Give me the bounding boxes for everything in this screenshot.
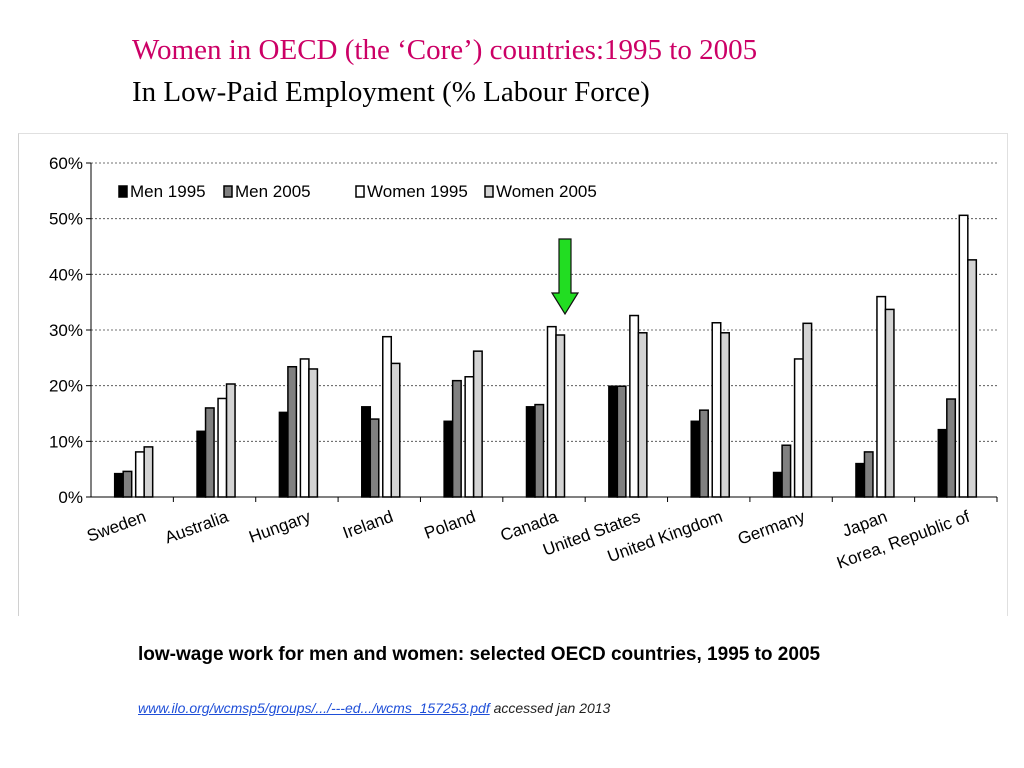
bar-men-2005 [863,451,874,498]
bar-men-1995 [937,428,948,498]
bar-women-1995 [382,335,393,498]
bar-men-2005 [451,379,462,498]
bar-men-1995 [278,411,289,498]
bar-men-2005 [781,444,792,498]
x-category-label: Sweden [84,507,148,546]
bar-women-1995 [958,214,969,498]
bar-women-1995 [217,397,228,498]
bar-men-2005 [122,470,133,498]
source-line: www.ilo.org/wcmsp5/groups/.../---ed.../w… [138,700,610,716]
bar-men-1995 [855,462,866,498]
x-category-label: Hungary [246,507,313,547]
bar-women-1995 [711,322,722,498]
bar-chart: 0% 10% 20% 30% 40% 50% 60% Sweden Australia Hunga… [49,154,998,573]
x-category-label: Ireland [340,507,395,543]
chart-panel: 0% 10% 20% 30% 40% 50% 60% Sweden Australia Hunga… [18,133,1008,616]
legend-swatch-men-1995 [118,185,128,198]
legend-swatch-women-2005 [484,185,494,198]
legend-label-women-1995: Women 1995 [367,182,468,201]
y-tick-label: 0% [58,488,83,507]
bar-women-2005 [802,322,813,498]
slide-title-line2: In Low-Paid Employment (% Labour Force) [132,76,650,108]
bar-women-2005 [967,259,978,498]
y-tick-label: 20% [49,377,83,396]
bar-men-2005 [369,418,380,498]
legend-swatch-men-2005 [223,185,233,198]
x-category-label: Poland [422,507,478,543]
y-tick-label: 30% [49,321,83,340]
arrow-icon [550,238,580,316]
bar-men-1995 [608,385,619,498]
legend-label-women-2005: Women 2005 [496,182,597,201]
bar-women-2005 [390,362,401,498]
bar-men-1995 [772,471,783,498]
bar-women-1995 [793,358,804,498]
source-note: accessed jan 2013 [489,700,611,716]
bar-men-2005 [946,398,957,498]
slide-title-line1: Women in OECD (the ‘Core’) countries:199… [132,34,758,66]
source-link[interactable]: www.ilo.org/wcmsp5/groups/.../---ed.../w… [138,700,490,716]
x-category-label: Australia [162,507,231,548]
y-tick-label: 50% [49,210,83,229]
bar-men-2005 [534,403,545,498]
bar-men-1995 [196,430,207,498]
bar-women-1995 [876,295,887,498]
chart-caption: low-wage work for men and women: selecte… [138,644,821,665]
bar-men-1995 [113,472,124,498]
bar-women-2005 [225,383,236,498]
legend-swatch-women-1995 [355,185,365,198]
bar-women-2005 [555,334,566,498]
x-category-label: Germany [735,507,808,549]
x-category-label: Japan [840,507,890,541]
bar-men-1995 [525,406,536,498]
bar-women-1995 [546,325,557,498]
y-tick-label: 10% [49,432,83,451]
bar-men-2005 [204,407,215,498]
y-tick-label: 40% [49,265,83,284]
bar-men-2005 [287,365,298,498]
bar-women-2005 [308,368,319,498]
y-tick-label: 60% [49,154,83,173]
bar-men-2005 [616,385,627,498]
bar-men-1995 [361,406,372,498]
bar-women-1995 [464,376,475,498]
bar-women-1995 [629,314,640,498]
legend-label-men-2005: Men 2005 [235,182,311,201]
bar-women-2005 [719,332,730,498]
bar-women-2005 [637,332,648,498]
bar-men-1995 [443,420,454,498]
bar-women-2005 [884,308,895,498]
bar-women-2005 [143,446,154,498]
bar-men-1995 [690,420,701,498]
bar-women-1995 [299,358,310,498]
bar-women-1995 [134,451,145,498]
bar-men-2005 [698,409,709,498]
bar-women-2005 [472,350,483,498]
legend-label-men-1995: Men 1995 [130,182,206,201]
